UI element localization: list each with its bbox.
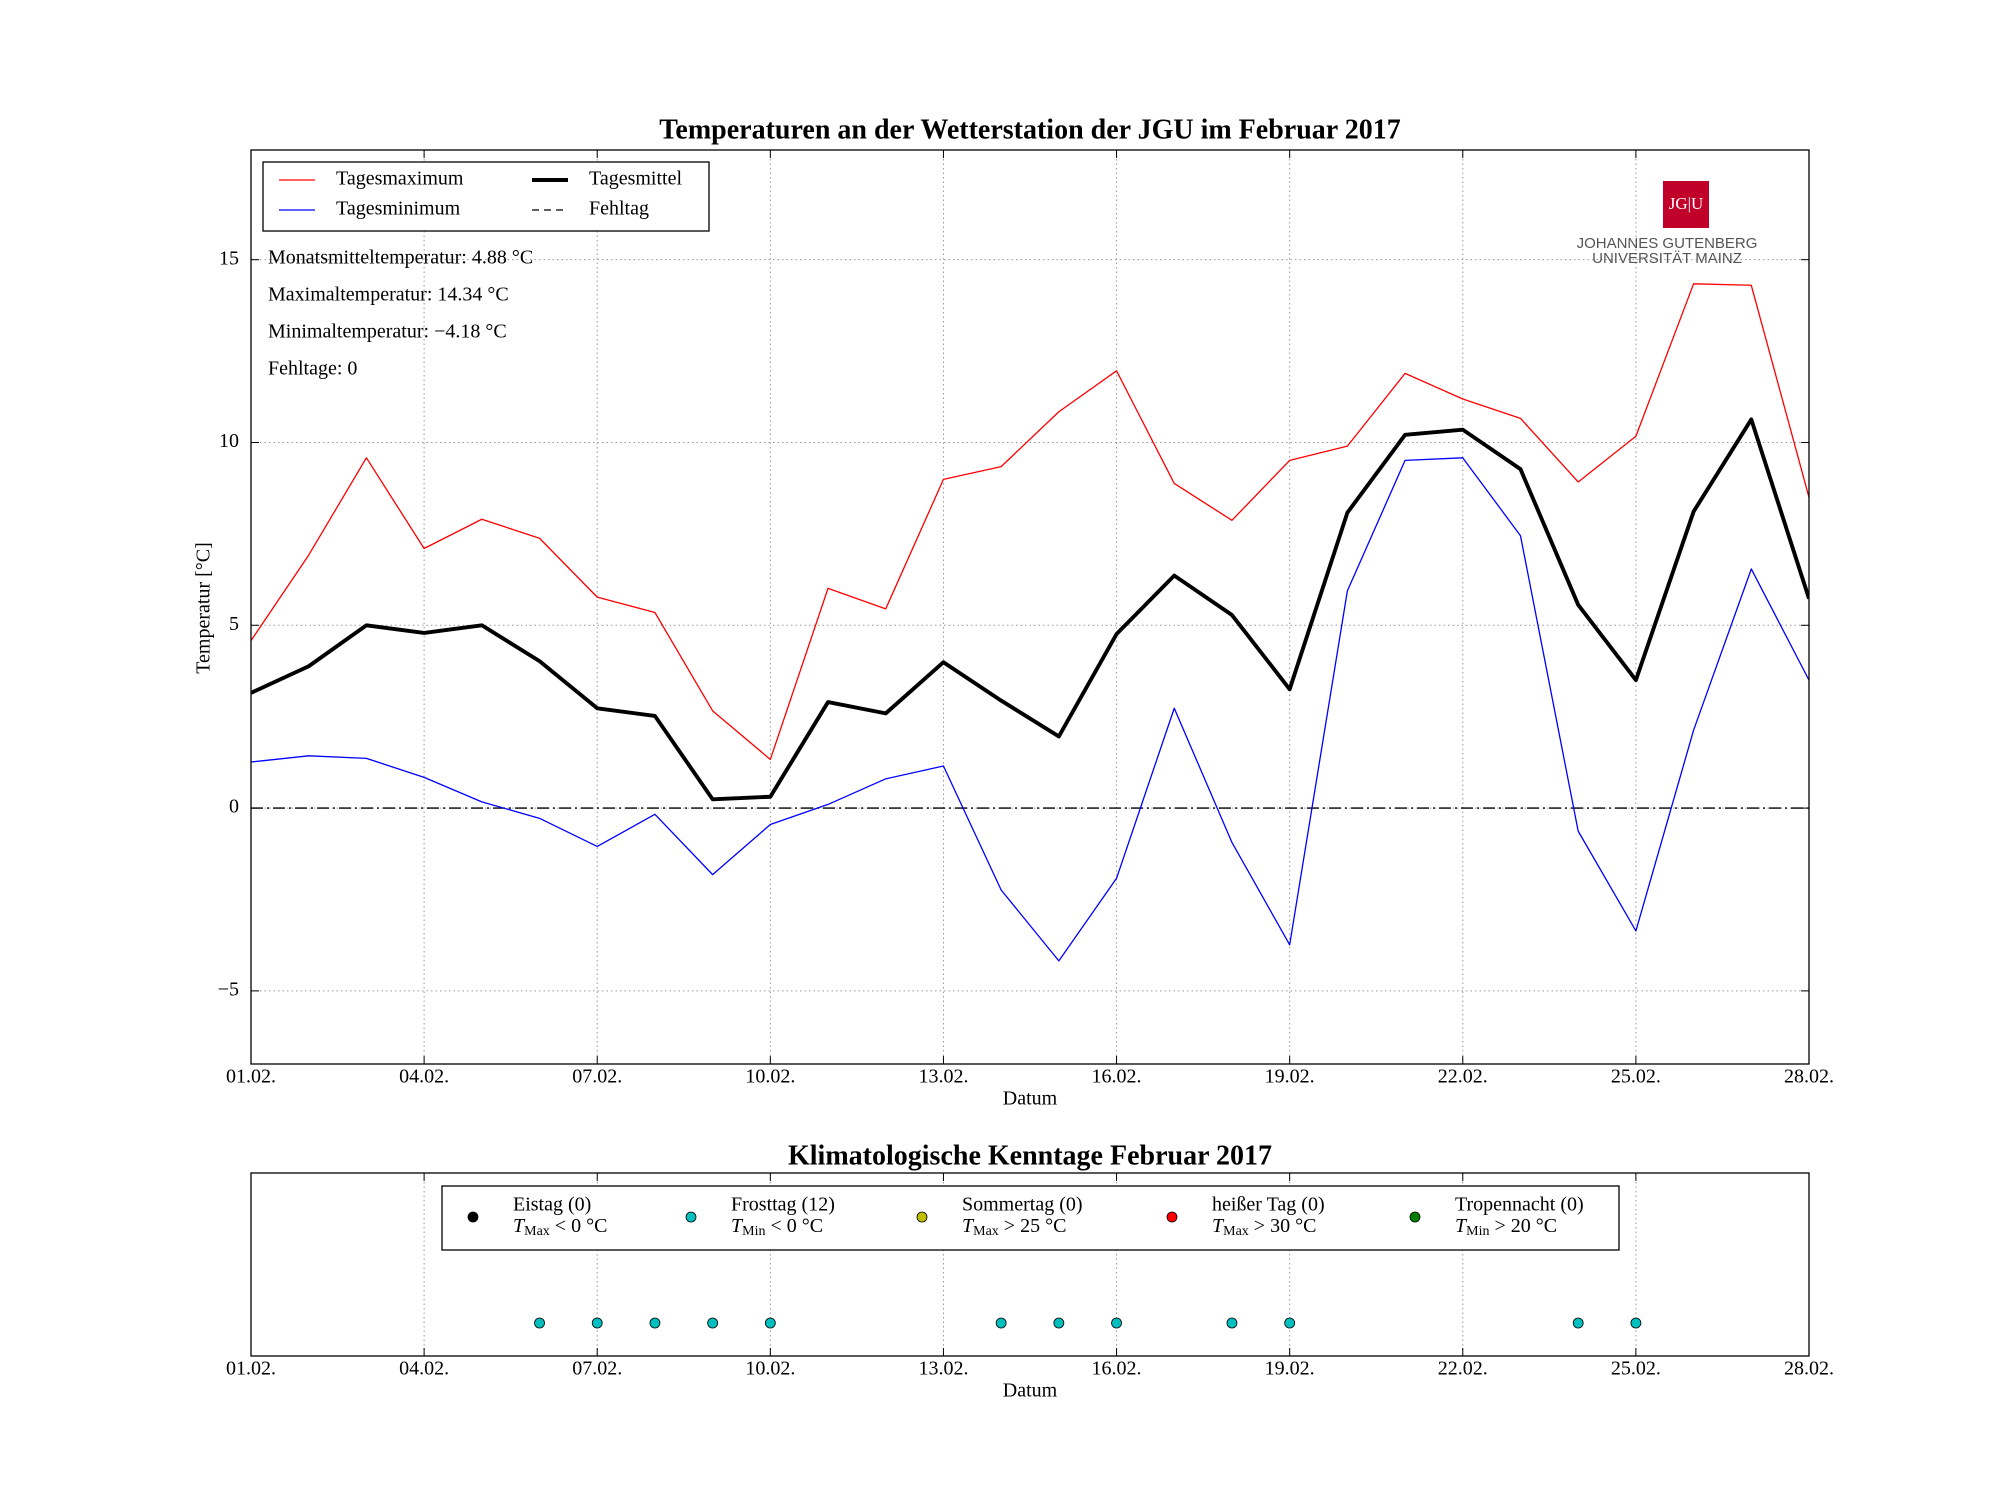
legend-swatch	[1166, 1211, 1178, 1223]
legend-label: Fehltag	[589, 198, 649, 220]
condition-var: T	[513, 1215, 526, 1237]
condition-text: > 20 °C	[1489, 1215, 1557, 1237]
x-tick-label: 25.02.	[1611, 1358, 1661, 1380]
condition-sub: Min	[742, 1224, 765, 1239]
x-tick-label: 19.02.	[1265, 1358, 1315, 1380]
x-axis-label: Datum	[1003, 1380, 1058, 1402]
day-marker	[1572, 1317, 1584, 1329]
data-line	[251, 417, 1809, 802]
plot-frame	[250, 1172, 1810, 1357]
y-axis-label: Temperatur [°C]	[193, 542, 215, 674]
x-tick-label: 28.02.	[1784, 1066, 1834, 1088]
x-tick-label: 04.02.	[399, 1066, 449, 1088]
day-marker	[649, 1317, 661, 1329]
y-tick-label: 0	[229, 796, 239, 818]
legend-label: Eistag (0)	[513, 1194, 591, 1216]
legend-swatch	[1409, 1211, 1421, 1223]
day-marker	[1284, 1317, 1296, 1329]
day-marker	[534, 1317, 545, 1329]
y-tick-label: −5	[218, 978, 239, 1000]
legend-condition: TMin < 0 °C	[731, 1215, 823, 1240]
condition-text: > 25 °C	[999, 1215, 1067, 1237]
day-marker	[707, 1317, 719, 1329]
legend-swatch	[685, 1211, 697, 1223]
legend-label: Tropennacht (0)	[1455, 1194, 1584, 1216]
condition-sub: Max	[1223, 1224, 1249, 1239]
x-tick-label: 07.02.	[572, 1358, 622, 1380]
x-tick-label: 10.02.	[745, 1358, 795, 1380]
legend-condition: TMax < 0 °C	[513, 1215, 607, 1240]
data-line	[251, 283, 1809, 761]
legend-condition: TMax > 30 °C	[1212, 1215, 1316, 1240]
legend-label: Sommertag (0)	[962, 1194, 1083, 1216]
condition-var: T	[1212, 1215, 1225, 1237]
x-tick-label: 22.02.	[1438, 1066, 1488, 1088]
day-marker	[764, 1317, 776, 1329]
annotation: Maximaltemperatur: 14.34 °C	[268, 284, 509, 306]
condition-text: < 0 °C	[765, 1215, 823, 1237]
x-tick-label: 13.02.	[918, 1358, 968, 1380]
condition-sub: Min	[1466, 1224, 1489, 1239]
logo-line: UNIVERSITÄT MAINZ	[1592, 250, 1742, 267]
legend-label: heißer Tag (0)	[1212, 1194, 1325, 1216]
day-marker	[591, 1317, 603, 1329]
x-tick-label: 01.02.	[226, 1358, 276, 1380]
x-tick-label: 19.02.	[1265, 1066, 1315, 1088]
condition-var: T	[1455, 1215, 1468, 1237]
plot-frame	[250, 149, 1810, 1065]
legend-box	[262, 161, 710, 232]
x-tick-label: 10.02.	[745, 1066, 795, 1088]
day-marker	[1226, 1317, 1238, 1329]
logo-mark-box	[1663, 181, 1709, 228]
legend-label: Tagesminimum	[336, 198, 461, 220]
logo-line: JOHANNES GUTENBERG	[1577, 235, 1758, 252]
chart-title: Temperaturen an der Wetterstation der JG…	[659, 114, 1400, 145]
day-marker	[1630, 1317, 1642, 1329]
annotation: Minimaltemperatur: −4.18 °C	[268, 321, 507, 343]
day-marker	[995, 1317, 1007, 1329]
x-axis-label: Datum	[1003, 1088, 1058, 1110]
y-tick-label: 5	[229, 613, 239, 635]
legend-label: Tagesmaximum	[336, 168, 464, 190]
condition-var: T	[731, 1215, 744, 1237]
legend-label: Tagesmittel	[589, 168, 682, 190]
y-tick-label: 15	[219, 247, 239, 269]
logo-mark: JG|U	[1669, 194, 1704, 213]
data-line	[251, 457, 1809, 962]
condition-text: < 0 °C	[550, 1215, 608, 1237]
legend-swatch	[916, 1211, 928, 1223]
day-marker	[1111, 1317, 1122, 1329]
x-tick-label: 16.02.	[1092, 1358, 1142, 1380]
legend-label: Frosttag (12)	[731, 1194, 835, 1216]
legend-condition: TMax > 25 °C	[962, 1215, 1066, 1240]
x-tick-label: 25.02.	[1611, 1066, 1661, 1088]
legend-condition: TMin > 20 °C	[1455, 1215, 1557, 1240]
day-marker	[1053, 1317, 1065, 1329]
x-tick-label: 28.02.	[1784, 1358, 1834, 1380]
y-tick-label: 10	[219, 430, 239, 452]
condition-var: T	[962, 1215, 975, 1237]
annotation: Monatsmitteltemperatur: 4.88 °C	[268, 247, 533, 269]
chart-title: Klimatologische Kenntage Februar 2017	[788, 1140, 1272, 1171]
condition-text: > 30 °C	[1249, 1215, 1317, 1237]
legend-swatch	[467, 1211, 479, 1223]
legend-box	[441, 1185, 1620, 1251]
annotation: Fehltage: 0	[268, 358, 357, 380]
x-tick-label: 22.02.	[1438, 1358, 1488, 1380]
x-tick-label: 07.02.	[572, 1066, 622, 1088]
x-tick-label: 16.02.	[1092, 1066, 1142, 1088]
x-tick-label: 01.02.	[226, 1066, 276, 1088]
condition-sub: Max	[524, 1224, 550, 1239]
condition-sub: Max	[973, 1224, 999, 1239]
x-tick-label: 04.02.	[399, 1358, 449, 1380]
x-tick-label: 13.02.	[918, 1066, 968, 1088]
